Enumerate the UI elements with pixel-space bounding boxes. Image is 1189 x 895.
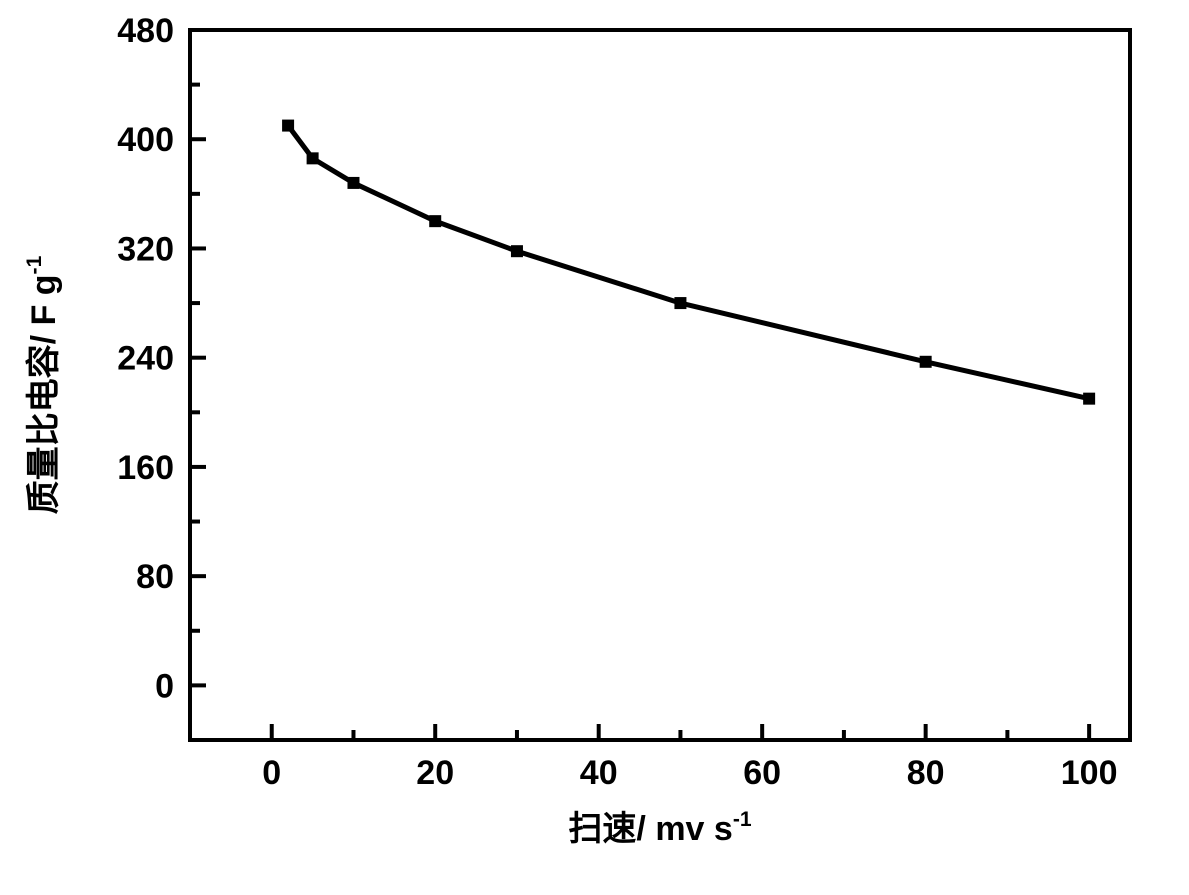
data-marker	[282, 120, 294, 132]
x-axis-label: 扫速/ mv s-1	[568, 808, 751, 848]
y-tick-label: 0	[155, 667, 174, 705]
x-tick-label: 0	[262, 754, 281, 792]
data-marker	[920, 356, 932, 368]
data-marker	[674, 297, 686, 309]
y-tick-label: 80	[136, 558, 174, 596]
x-tick-label: 60	[743, 754, 781, 792]
y-tick-label: 160	[117, 449, 174, 487]
chart-container: 0 20 40 60 80 100 0 80 160 240 320 400 480 扫速/ mv s-1…	[0, 0, 1189, 895]
data-marker	[429, 215, 441, 227]
y-axis-label: 质量比电容/ F g-1	[23, 255, 63, 514]
data-marker	[347, 177, 359, 189]
x-tick-label: 40	[580, 754, 618, 792]
data-marker	[1083, 393, 1095, 405]
chart-svg: 0 20 40 60 80 100 0 80 160 240 320 400 480 扫速/ mv s-1…	[0, 0, 1189, 895]
y-tick-label: 480	[117, 12, 174, 50]
y-tick-label: 320	[117, 230, 174, 268]
y-tick-label: 240	[117, 340, 174, 378]
data-marker	[511, 245, 523, 257]
y-tick-label: 400	[117, 121, 174, 159]
x-tick-label: 80	[907, 754, 945, 792]
plot-area	[190, 30, 1130, 740]
x-tick-label: 20	[416, 754, 454, 792]
data-marker	[307, 152, 319, 164]
x-tick-label: 100	[1061, 754, 1118, 792]
